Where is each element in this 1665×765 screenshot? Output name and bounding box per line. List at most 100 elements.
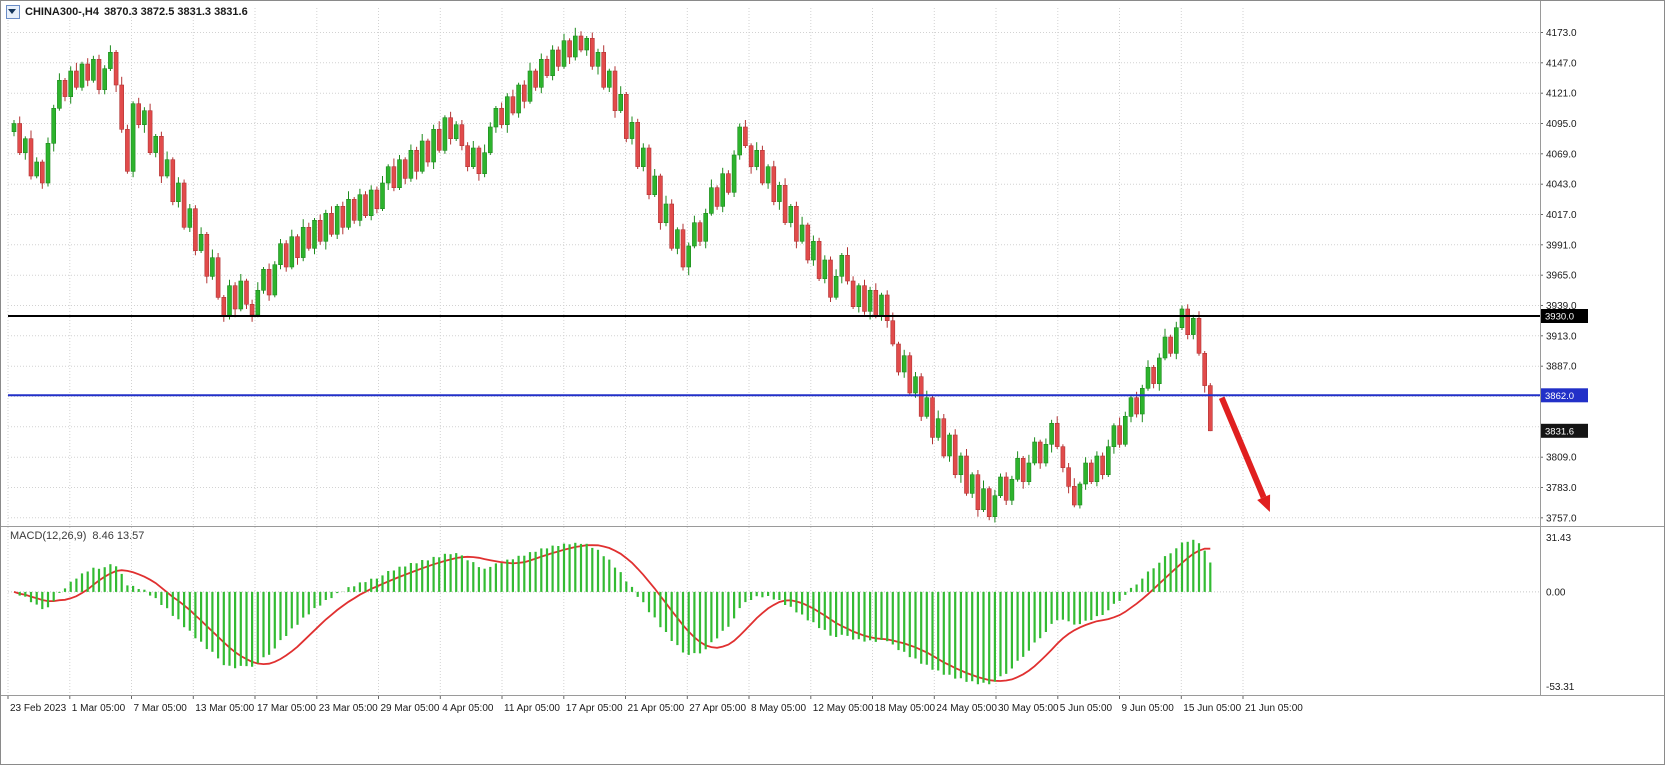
candle-body	[57, 80, 62, 109]
trend-arrow[interactable]	[1218, 396, 1271, 512]
candle-body	[1128, 397, 1134, 417]
candle-body	[1020, 457, 1026, 482]
macd-values: 8.46 13.57	[92, 530, 145, 542]
candle-body	[453, 124, 459, 139]
candle-body	[425, 140, 431, 163]
macd-axis-zero: 0.00	[1546, 587, 1566, 598]
candle-body	[34, 161, 40, 177]
candle-body	[1174, 327, 1179, 354]
candle-body	[680, 229, 686, 268]
candle-body	[748, 145, 754, 167]
candle-body	[391, 166, 397, 188]
candle-body	[1060, 446, 1066, 469]
candle-body	[51, 108, 57, 144]
candle-body	[675, 229, 680, 249]
candle-body	[215, 257, 221, 298]
candle-body	[96, 58, 102, 90]
symbol-period-label: CHINA300-,H4	[25, 6, 99, 18]
candle-body	[1049, 422, 1054, 445]
candle-body	[1037, 441, 1043, 464]
candle-body	[1179, 308, 1185, 329]
candle-body	[482, 152, 487, 174]
candle-body	[896, 343, 901, 373]
candle-body	[731, 154, 737, 193]
candle-body	[918, 376, 924, 417]
candle-body	[850, 280, 856, 308]
candle-body	[431, 129, 436, 163]
candle-body	[533, 70, 538, 88]
candle-body	[527, 70, 533, 102]
candle-body	[323, 213, 329, 242]
candle-body	[572, 35, 578, 58]
candle-body	[499, 108, 504, 125]
arrow-shaft	[1218, 396, 1267, 499]
candle-body	[283, 243, 289, 268]
candle-body	[754, 150, 760, 167]
candle-body	[45, 143, 51, 184]
candle-body	[147, 110, 153, 153]
candle-body	[289, 236, 295, 268]
candle-body	[1145, 366, 1151, 389]
time-tick-label: 29 Mar 05:00	[381, 703, 440, 714]
candle-body	[1089, 462, 1094, 483]
candle-body	[300, 227, 306, 258]
candle-body	[74, 70, 79, 88]
price-tick-label: 4095.0	[1546, 119, 1577, 130]
candle-body	[555, 49, 561, 67]
candle-body	[442, 117, 448, 151]
candle-body	[221, 296, 227, 317]
price-tick-label: 3939.0	[1546, 301, 1577, 312]
price-tick-label: 3783.0	[1546, 483, 1577, 494]
price-axis[interactable]: 4173.0 4147.0 4121.0 4095.0 4069.0 4043.0 4017…	[1540, 28, 1588, 524]
candle-body	[629, 122, 635, 139]
candle-body	[153, 136, 158, 153]
candle-body	[1015, 457, 1020, 480]
macd-axis-min: -53.31	[1546, 682, 1575, 693]
candle-body	[618, 94, 624, 111]
time-axis[interactable]: 23 Feb 2023 1 Mar 05:00 7 Mar 05:00 13 Mar …	[7, 696, 1303, 714]
time-tick-label: 27 Apr 05:00	[689, 703, 746, 714]
price-tick-label: 4017.0	[1546, 210, 1577, 221]
candle-body	[839, 255, 845, 277]
candle-body	[1117, 425, 1122, 445]
price-level-badge	[1541, 309, 1588, 323]
candle-body	[1032, 441, 1037, 464]
macd-signal-line	[13, 544, 1211, 682]
candle-body	[357, 194, 363, 221]
candle-body	[584, 37, 590, 51]
time-tick-label: 5 Jun 05:00	[1060, 703, 1113, 714]
candle-body	[726, 173, 731, 193]
candle-body	[1111, 425, 1117, 448]
candle-body	[697, 222, 703, 242]
price-level-badge	[1541, 388, 1588, 403]
candle-body	[368, 189, 374, 217]
candle-body	[266, 268, 272, 296]
time-tick-label: 9 Jun 05:00	[1122, 703, 1175, 714]
time-tick-label: 17 Mar 05:00	[257, 703, 316, 714]
candle-body	[170, 159, 176, 202]
candle-body	[538, 58, 544, 88]
candle-body	[334, 206, 340, 235]
candle-body	[964, 455, 969, 494]
time-tick-label: 7 Mar 05:00	[134, 703, 188, 714]
candle-body	[17, 123, 23, 154]
candle-body	[159, 136, 164, 177]
candle-body	[465, 145, 470, 167]
time-tick-label: 12 May 05:00	[813, 703, 874, 714]
candle-body	[692, 222, 697, 247]
time-tick-label: 11 Apr 05:00	[504, 703, 560, 714]
candle-body	[1191, 317, 1196, 335]
candle-body	[227, 285, 232, 317]
candle-body	[958, 455, 964, 476]
price-tick-label: 4069.0	[1546, 149, 1577, 160]
candle-body	[1168, 336, 1173, 354]
candle-body	[595, 51, 601, 67]
candle-body	[232, 285, 238, 310]
candle-body	[198, 234, 204, 251]
arrow-head	[1257, 494, 1271, 512]
candle-body	[1140, 387, 1145, 415]
candle-body	[255, 289, 261, 316]
